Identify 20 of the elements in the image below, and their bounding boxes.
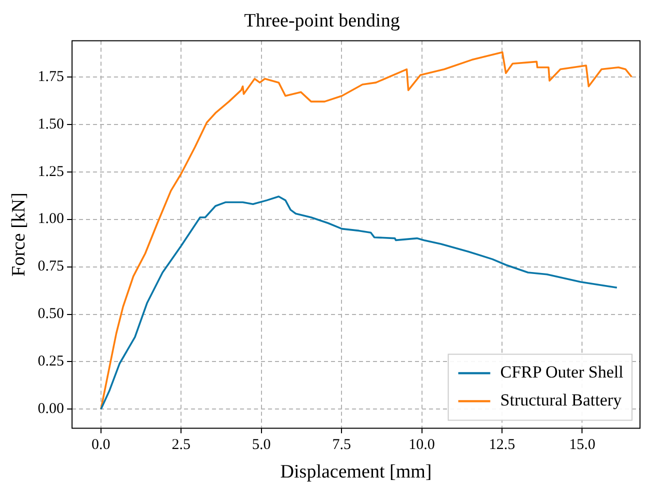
- x-tick-label: 12.5: [488, 437, 516, 454]
- y-tick-label: 1.00: [38, 211, 64, 228]
- x-tick-label: 2.5: [172, 437, 191, 454]
- x-tick-label: 0.0: [92, 437, 110, 454]
- chart-title: Three-point bending: [244, 10, 400, 32]
- x-tick-label: 10.0: [408, 437, 435, 454]
- legend-label: CFRP Outer Shell: [500, 362, 624, 382]
- y-tick-label: 1.75: [38, 68, 64, 85]
- x-axis-title: Displacement [mm]: [280, 462, 432, 483]
- y-tick-label: 1.25: [38, 164, 64, 180]
- y-tick-label: 0.25: [38, 354, 64, 370]
- x-tick-label: 7.5: [332, 437, 351, 454]
- y-tick-label: 1.50: [38, 116, 64, 132]
- y-tick-label: 0.50: [38, 306, 64, 322]
- y-tick-label: 0.75: [38, 258, 64, 275]
- y-tick-label: 0.00: [38, 401, 64, 418]
- legend-label: Structural Battery: [500, 390, 622, 410]
- x-tick-label: 15.0: [569, 437, 596, 454]
- x-tick-label: 5.0: [252, 437, 271, 454]
- y-axis-title: Force [kN]: [8, 192, 30, 276]
